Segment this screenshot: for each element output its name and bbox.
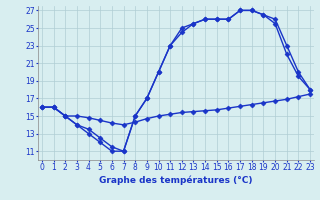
X-axis label: Graphe des températures (°C): Graphe des températures (°C): [99, 175, 253, 185]
